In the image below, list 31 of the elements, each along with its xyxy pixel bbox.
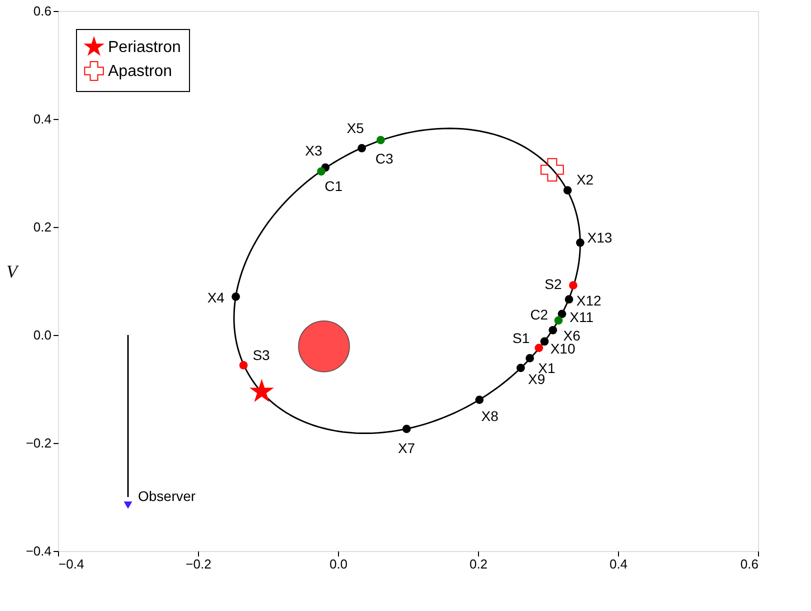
legend-label: Apastron [108,63,172,80]
data-label: X12 [576,292,602,309]
data-label: S2 [544,276,562,292]
legend-label: Periastron [108,39,181,56]
y-tick-label: 0.4 [33,112,52,126]
data-label: S1 [512,330,530,346]
x-tick-label: −0.4 [58,556,84,572]
data-label: S3 [252,347,270,364]
data-label: C2 [530,306,548,322]
y-tick-label: 0.0 [33,328,52,342]
data-label: C3 [375,150,394,167]
data-label: X2 [576,171,594,188]
data-label: X4 [207,289,225,306]
data-label: X7 [398,440,416,456]
data-label: C1 [324,178,343,194]
data-label: X13 [587,229,612,246]
y-axis-title: V [6,262,20,282]
data-label: X5 [346,120,364,136]
x-tick-label: 0.0 [329,556,348,572]
y-tick-label: −0.2 [26,436,52,450]
annotation: Observer [138,488,196,504]
data-label: X8 [481,408,499,424]
data-label: X3 [305,142,322,158]
y-tick-label: 0.2 [33,220,52,234]
x-tick-label: 0.2 [469,556,488,572]
x-tick-label: 0.4 [609,556,628,572]
data-label: X11 [570,309,594,326]
y-tick-label: −0.4 [26,544,52,558]
x-tick-label: 0.6 [740,556,758,572]
y-tick-label: 0.6 [33,4,52,18]
x-tick-label: −0.2 [186,556,212,572]
